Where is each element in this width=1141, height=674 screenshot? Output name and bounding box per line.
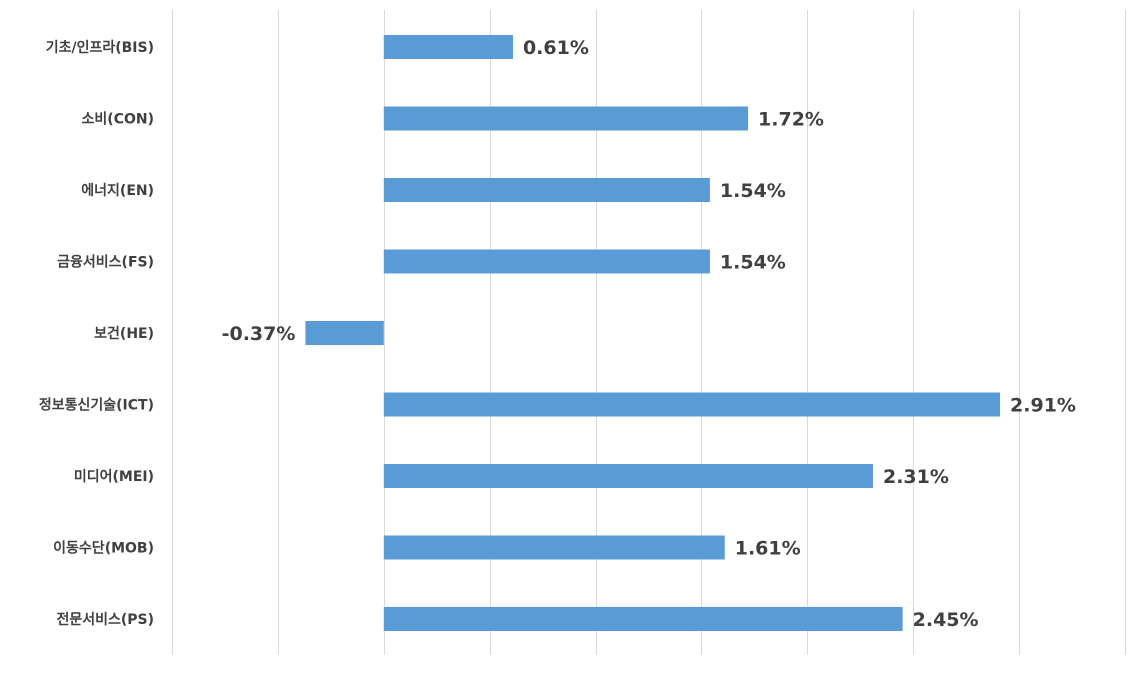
category-label: 정보통신기술(ICT) (39, 397, 154, 414)
bars (305, 35, 1001, 631)
bar (383, 106, 749, 131)
category-label: 이동수단(MOB) (53, 540, 154, 557)
data-label: 1.72% (758, 109, 824, 131)
data-label: 0.61% (523, 37, 589, 59)
data-label: 1.61% (735, 538, 801, 560)
data-label: -0.37% (222, 323, 296, 345)
category-labels: 기초/인프라(BIS) 소비(CON) 에너지(EN) 금융서비스(FS) 보건(HE)… (39, 39, 154, 628)
bar (383, 35, 513, 59)
bar (383, 535, 725, 560)
category-label: 금융서비스(FS) (57, 255, 154, 271)
bar (305, 321, 384, 345)
bar (383, 392, 1001, 417)
category-label: 보건(HE) (94, 325, 154, 342)
bar (383, 464, 873, 488)
data-label: 2.31% (883, 466, 949, 488)
bar (383, 178, 710, 202)
data-labels: 0.61% 1.72% 1.54% 1.54% -0.37% 2.91% 2.31% 1.61… (222, 37, 1076, 631)
category-label: 기초/인프라(BIS) (46, 39, 154, 56)
data-label: 1.54% (720, 180, 786, 202)
category-label: 에너지(EN) (81, 183, 154, 199)
data-label: 2.45% (913, 609, 979, 631)
bar (383, 249, 710, 274)
category-label: 전문서비스(PS) (56, 611, 154, 628)
bar (383, 607, 903, 631)
category-label: 소비(CON) (82, 112, 154, 128)
data-label: 2.91% (1010, 395, 1076, 417)
category-label: 미디어(MEI) (74, 468, 154, 485)
data-label: 1.54% (720, 252, 786, 274)
